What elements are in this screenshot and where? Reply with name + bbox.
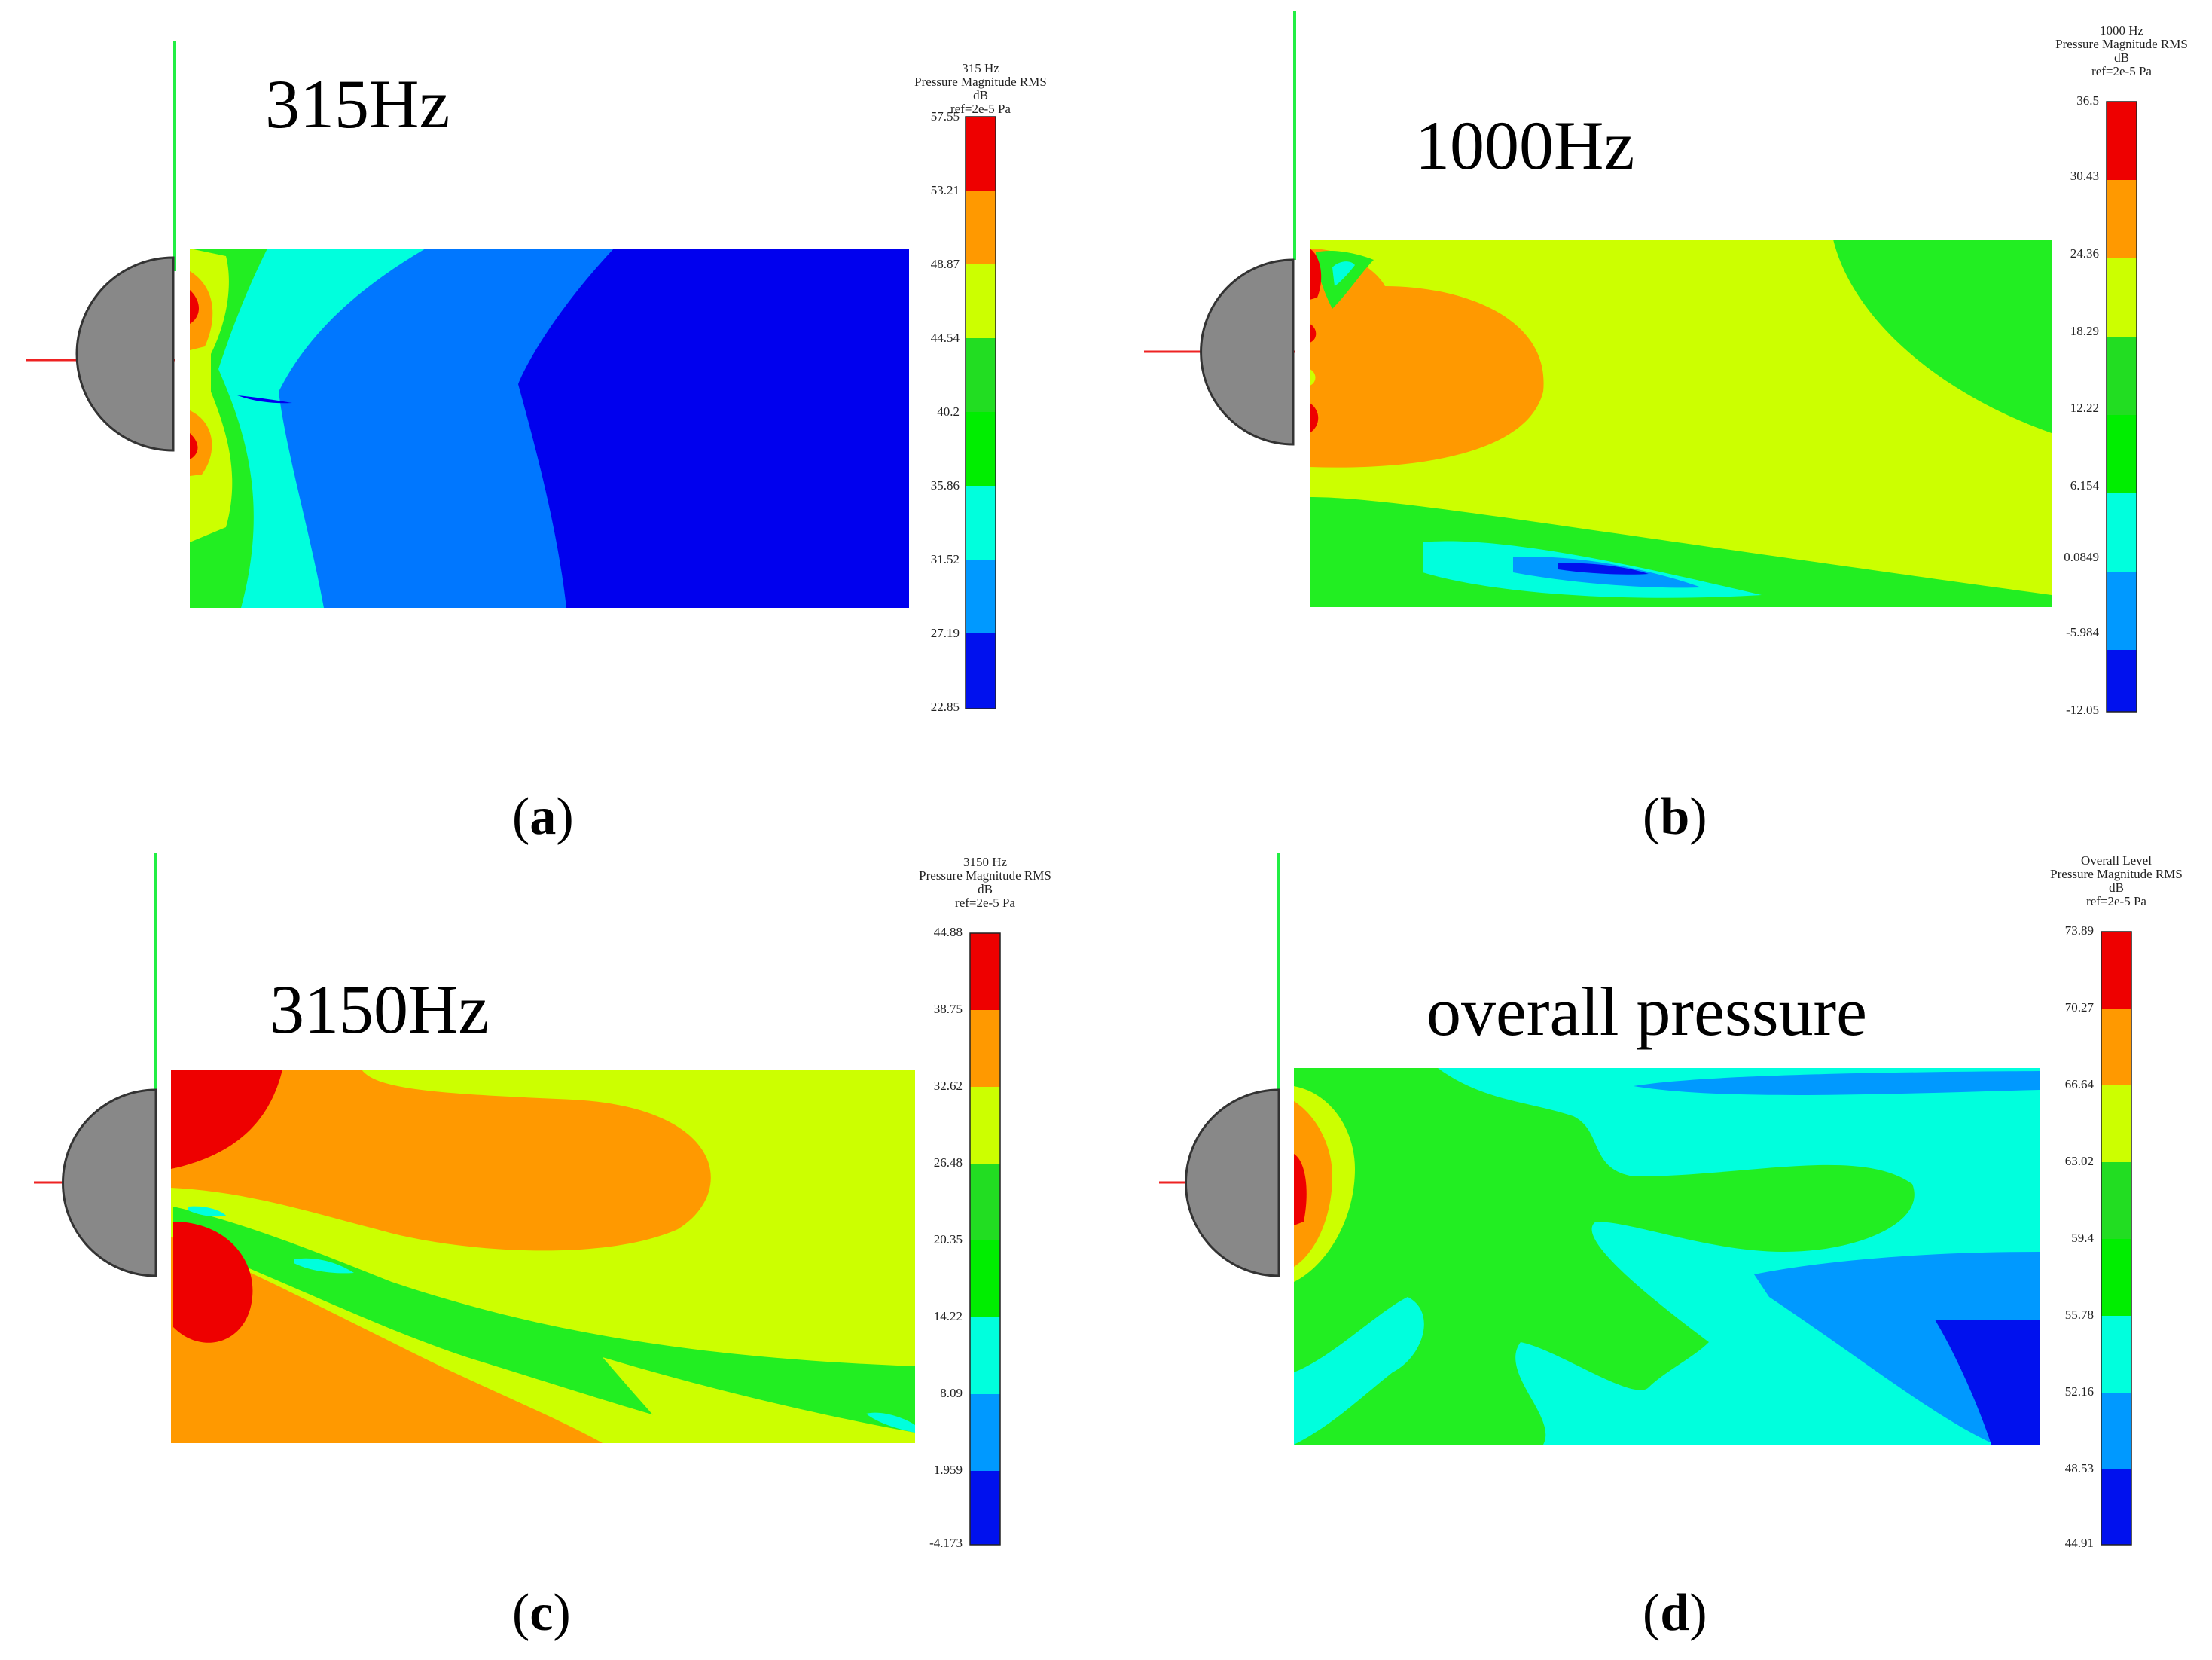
- legend-tick: 24.36: [2070, 246, 2099, 261]
- legend-tick: 8.09: [940, 1386, 963, 1400]
- legend-tick: 22.85: [930, 700, 960, 714]
- frequency-label-a: 315Hz: [265, 66, 450, 142]
- legend-tick: -5.984: [2066, 625, 2099, 639]
- legend-tick: 59.4: [2071, 1231, 2094, 1245]
- legend-tick: 6.154: [2070, 478, 2099, 493]
- legend-tick: 0.0849: [2064, 550, 2099, 564]
- legend-tick: 57.55: [930, 109, 960, 124]
- legend-title-c: 3150 Hz Pressure Magnitude RMS dB ref=2e…: [919, 855, 1051, 910]
- legend-tick: 32.62: [933, 1079, 963, 1093]
- head-sphere-b: [1200, 258, 1295, 446]
- frequency-label-d: overall pressure: [1426, 973, 1867, 1050]
- legend-colorbar-d: [2101, 931, 2132, 1546]
- legend-colorbar-b: [2106, 101, 2137, 713]
- legend-title-d: Overall Level Pressure Magnitude RMS dB …: [2050, 853, 2183, 908]
- legend-tick: 27.19: [930, 626, 960, 640]
- legend-tick: 35.86: [930, 478, 960, 493]
- legend-tick: 70.27: [2064, 1000, 2094, 1015]
- frequency-label-b: 1000Hz: [1415, 107, 1635, 184]
- legend-colorbar-a: [965, 116, 996, 709]
- head-sphere-a: [75, 256, 175, 452]
- panel-c: 3150Hz 3150 Hz Pressure Magnitude RMS dB…: [0, 830, 1106, 1660]
- contour-plot-c: [34, 853, 1001, 1546]
- legend-tick: 12.22: [2070, 401, 2099, 415]
- legend-tick: 63.02: [2064, 1154, 2094, 1168]
- legend-tick: -12.05: [2066, 703, 2099, 717]
- legend-tick: 53.21: [930, 183, 960, 197]
- legend-tick: 14.22: [933, 1309, 963, 1323]
- panel-a: 315Hz 315 Hz Pressure Magnitude RMS dB r…: [0, 0, 1106, 846]
- legend-tick: 44.54: [930, 331, 960, 345]
- legend-tick: 30.43: [2070, 169, 2099, 183]
- legend-tick: 18.29: [2070, 324, 2099, 338]
- panel-b: 1000Hz 1000 Hz Pressure Magnitude RMS dB…: [1106, 0, 2212, 846]
- head-sphere-d: [1185, 1088, 1280, 1277]
- legend-title-b: 1000 Hz Pressure Magnitude RMS dB ref=2e…: [2055, 23, 2188, 78]
- legend-tick: 55.78: [2064, 1308, 2094, 1322]
- legend-tick: 48.87: [930, 257, 960, 271]
- legend-tick: 1.959: [933, 1463, 963, 1477]
- caption-c: (c): [512, 1584, 571, 1642]
- head-sphere-c: [62, 1088, 157, 1277]
- legend-tick: 44.88: [933, 925, 963, 939]
- panel-d: overall pressure Overall Level Pressure …: [1106, 830, 2212, 1660]
- frequency-label-c: 3150Hz: [270, 971, 490, 1048]
- legend-tick: 66.64: [2064, 1077, 2094, 1091]
- contour-plot-b: [1144, 11, 2137, 713]
- caption-a: (a): [512, 788, 574, 846]
- legend-tick: 48.53: [2064, 1461, 2094, 1475]
- legend-tick: -4.173: [929, 1536, 963, 1550]
- legend-tick: 36.5: [2076, 93, 2099, 108]
- legend-tick: 73.89: [2064, 923, 2094, 938]
- legend-title-a: 315 Hz Pressure Magnitude RMS dB ref=2e-…: [914, 61, 1047, 116]
- legend-colorbar-c: [969, 932, 1001, 1546]
- caption-d: (d): [1643, 1584, 1707, 1642]
- legend-tick: 31.52: [930, 552, 960, 566]
- legend-tick: 40.2: [937, 404, 960, 419]
- legend-tick: 26.48: [933, 1155, 963, 1170]
- contour-plot-a: [26, 41, 996, 709]
- legend-tick: 52.16: [2064, 1384, 2094, 1399]
- caption-b: (b): [1643, 788, 1707, 846]
- legend-tick: 38.75: [933, 1002, 963, 1016]
- legend-tick: 44.91: [2064, 1536, 2094, 1550]
- contour-plot-d: [1159, 853, 2132, 1546]
- legend-tick: 20.35: [933, 1232, 963, 1247]
